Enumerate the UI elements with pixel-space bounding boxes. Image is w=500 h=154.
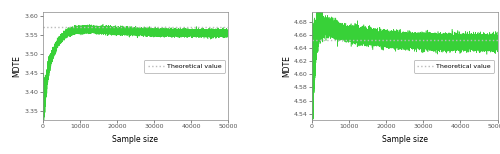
Y-axis label: MDTE: MDTE — [282, 55, 291, 77]
Legend: Theoretical value: Theoretical value — [414, 60, 494, 73]
Theoretical value — [40, 26, 46, 28]
Theoretical value — [309, 39, 315, 41]
X-axis label: Sample size: Sample size — [382, 135, 428, 144]
Legend: Theoretical value: Theoretical value — [144, 60, 225, 73]
X-axis label: Sample size: Sample size — [112, 135, 158, 144]
Theoretical value — [309, 39, 315, 41]
Y-axis label: MDTE: MDTE — [12, 55, 22, 77]
Theoretical value — [40, 26, 46, 28]
